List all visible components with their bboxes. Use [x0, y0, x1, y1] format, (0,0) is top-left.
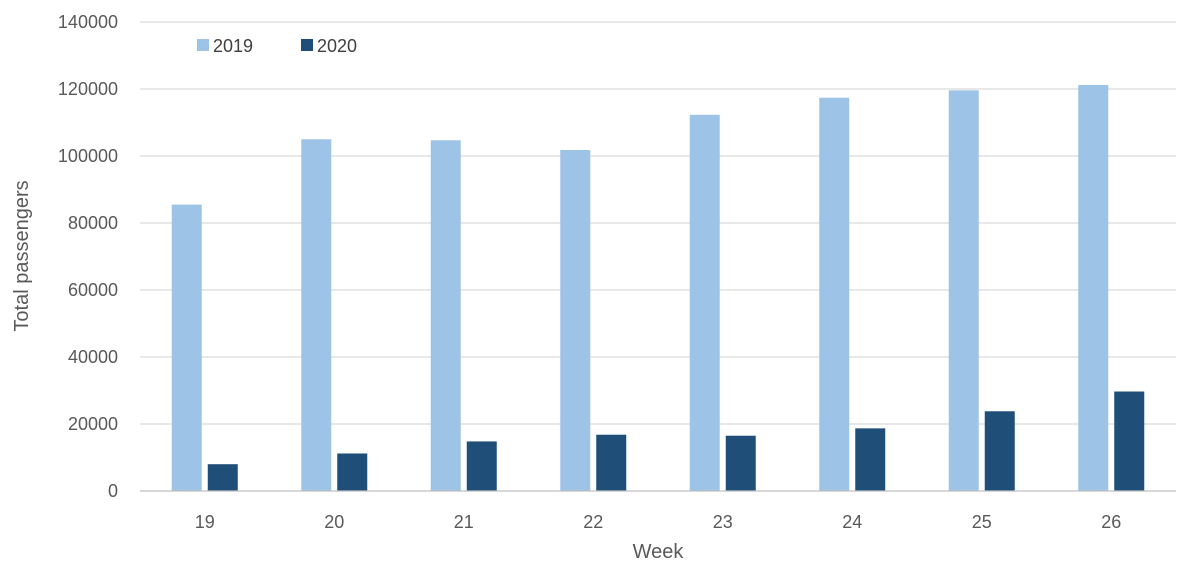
x-axis-tick-labels: 19 20 21 22 23 24 25 26: [195, 512, 1122, 532]
y-tick-label: 80000: [68, 213, 118, 233]
legend-swatch-2019: [197, 39, 209, 51]
bar-2020-week-20: [337, 453, 368, 491]
bar-2020-week-22: [596, 434, 627, 491]
bar-2019-week-24: [819, 97, 850, 492]
x-tick-label: 19: [195, 512, 215, 532]
legend: 2019 2020: [197, 36, 357, 56]
bar-2020-week-24: [855, 428, 886, 491]
y-tick-label: 140000: [58, 12, 118, 32]
x-tick-label: 22: [583, 512, 603, 532]
bar-2020-week-21: [466, 441, 497, 491]
bar-2019-week-20: [301, 139, 332, 491]
x-tick-label: 20: [324, 512, 344, 532]
x-axis-title: Week: [633, 541, 685, 563]
y-axis-tick-labels: 0 20000 40000 60000 80000 100000 120000 140000: [58, 12, 118, 501]
y-tick-label: 40000: [68, 347, 118, 367]
bar-2019-week-23: [689, 114, 720, 492]
legend-swatch-2020: [301, 39, 313, 51]
bar-2019-week-22: [560, 149, 591, 491]
legend-label: 2019: [213, 36, 253, 56]
bar-2019-week-25: [948, 90, 979, 491]
y-tick-label: 100000: [58, 146, 118, 166]
bar-2019-week-21: [430, 140, 461, 491]
bars: [171, 84, 1145, 492]
legend-label: 2020: [317, 36, 357, 56]
x-tick-label: 24: [842, 512, 862, 532]
x-tick-label: 26: [1101, 512, 1121, 532]
bar-2020-week-19: [207, 464, 238, 491]
bar-2020-week-23: [725, 435, 756, 491]
bar-2020-week-25: [984, 411, 1015, 491]
y-tick-label: 60000: [68, 280, 118, 300]
y-tick-label: 0: [108, 481, 118, 501]
y-tick-label: 120000: [58, 79, 118, 99]
y-axis-title: Total passengers: [11, 180, 33, 331]
x-tick-label: 23: [713, 512, 733, 532]
y-tick-label: 20000: [68, 414, 118, 434]
x-tick-label: 25: [972, 512, 992, 532]
bar-2019-week-19: [171, 204, 202, 491]
bar-2019-week-26: [1078, 84, 1109, 491]
bar-2020-week-26: [1114, 391, 1145, 491]
x-tick-label: 21: [454, 512, 474, 532]
gridlines: [140, 21, 1176, 425]
